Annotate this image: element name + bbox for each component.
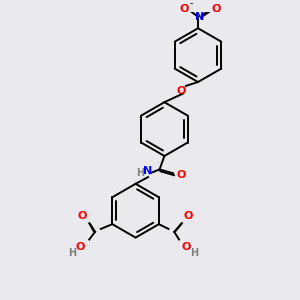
Text: -: - bbox=[190, 0, 193, 8]
Text: O: O bbox=[176, 170, 185, 180]
Text: O: O bbox=[212, 4, 221, 14]
Text: H: H bbox=[190, 248, 199, 258]
Text: O: O bbox=[78, 212, 87, 221]
Text: N: N bbox=[195, 12, 205, 22]
Text: H: H bbox=[136, 168, 145, 178]
Text: O: O bbox=[184, 212, 193, 221]
Text: O: O bbox=[181, 242, 190, 252]
Text: N: N bbox=[143, 166, 153, 176]
Text: O: O bbox=[176, 86, 186, 96]
Text: O: O bbox=[76, 242, 85, 252]
Text: O: O bbox=[180, 4, 189, 14]
Text: H: H bbox=[68, 248, 76, 258]
